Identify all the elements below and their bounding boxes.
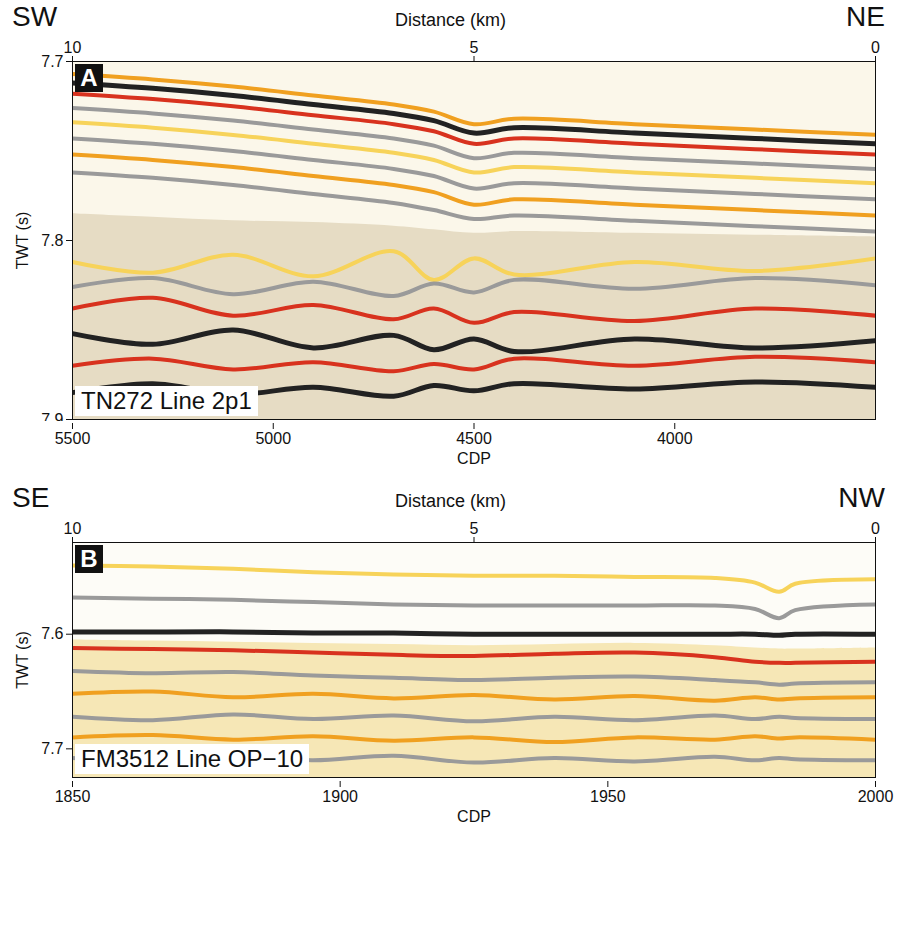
html-text:FM3512 Line OP−10: FM3512 Line OP−10 — [81, 745, 304, 772]
svg-text:7.7: 7.7 — [41, 740, 63, 757]
html-text:A: A — [80, 64, 98, 91]
svg-text:10: 10 — [64, 39, 82, 56]
html-text:SE: SE — [12, 482, 50, 513]
svg-text:4000: 4000 — [657, 430, 693, 447]
svg-text:CDP: CDP — [457, 450, 491, 467]
svg-text:10: 10 — [64, 520, 82, 537]
html-text:NW: NW — [838, 482, 885, 513]
svg-text:0: 0 — [871, 520, 880, 537]
svg-text:7.7: 7.7 — [41, 53, 63, 70]
svg-text:TWT (s): TWT (s) — [14, 631, 31, 688]
svg-text:2000: 2000 — [858, 788, 894, 805]
svg-text:5500: 5500 — [55, 430, 91, 447]
svg-text:7.8: 7.8 — [41, 232, 63, 249]
svg-text:7.6: 7.6 — [41, 625, 63, 642]
svg-text:TWT (s): TWT (s) — [14, 212, 31, 269]
html-text:Distance (km): Distance (km) — [395, 10, 506, 30]
svg-text:7.9: 7.9 — [41, 411, 63, 421]
svg-text:5000: 5000 — [255, 430, 291, 447]
html-text:TN272 Line 2p1: TN272 Line 2p1 — [81, 387, 252, 414]
html-text:NE: NE — [846, 1, 885, 32]
svg-text:4500: 4500 — [456, 430, 492, 447]
html-text:SW: SW — [12, 1, 58, 32]
svg-text:1950: 1950 — [590, 788, 626, 805]
svg-text:0: 0 — [871, 39, 880, 56]
html-text:Distance (km): Distance (km) — [395, 491, 506, 511]
html-text:B: B — [80, 545, 98, 572]
svg-text:1900: 1900 — [322, 788, 358, 805]
svg-text:CDP: CDP — [457, 808, 491, 825]
svg-text:1850: 1850 — [55, 788, 91, 805]
svg-text:5: 5 — [470, 520, 479, 537]
svg-text:5: 5 — [470, 39, 479, 56]
